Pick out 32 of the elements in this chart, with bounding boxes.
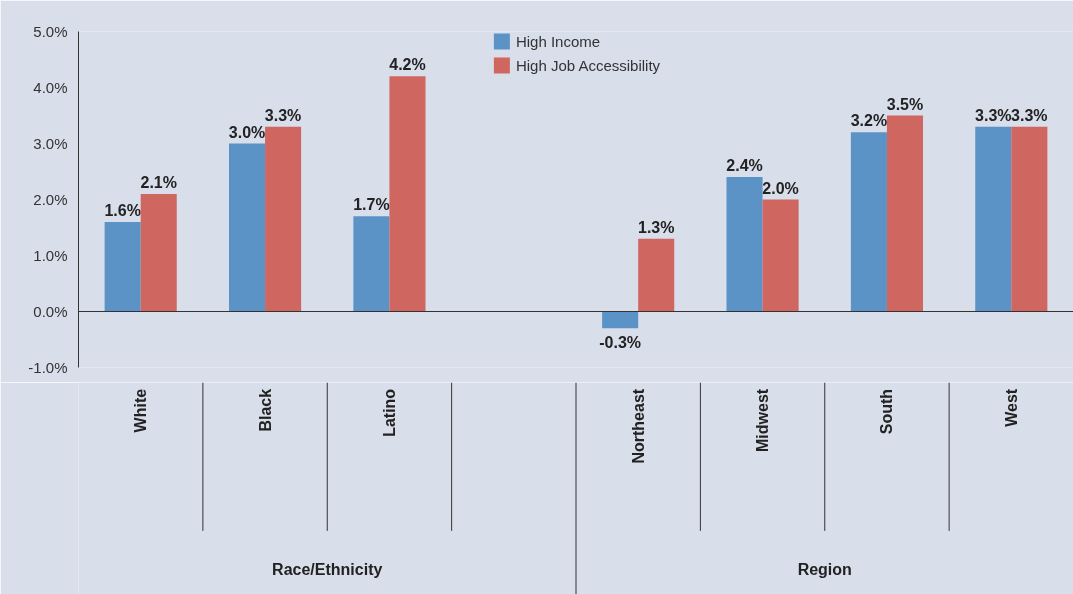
x-tick-label: South: [878, 388, 896, 435]
x-tick-label: Black: [256, 388, 274, 432]
data-label: 3.2%: [850, 112, 888, 130]
data-label: 2.1%: [140, 173, 177, 191]
y-tick-label: 0.0%: [33, 303, 68, 320]
data-label: 1.6%: [104, 201, 141, 219]
data-label: 2.4%: [726, 157, 763, 175]
y-tick-label: 3.0%: [33, 135, 68, 152]
x-tick-label: Midwest: [754, 388, 772, 452]
data-label: -0.3%: [599, 334, 642, 352]
data-label: 3.3%: [1011, 106, 1048, 124]
data-label: 1.7%: [353, 196, 390, 214]
data-label: 3.5%: [886, 95, 924, 113]
text: Race/Ethnicity: [272, 560, 383, 578]
legend-label: High Job Accessibility: [515, 56, 661, 74]
y-tick-label: 5.0%: [33, 23, 68, 40]
y-tick-label: 4.0%: [33, 79, 68, 96]
y-tick-label: -1.0%: [28, 359, 68, 376]
data-label: 1.3%: [637, 218, 675, 236]
data-label: 3.0%: [228, 123, 266, 141]
data-label: 3.3%: [264, 106, 302, 124]
x-tick-label: Latino: [380, 388, 398, 437]
text: Region: [797, 560, 852, 578]
x-tick-label: Northeast: [629, 388, 647, 464]
data-label: 2.0%: [762, 179, 799, 197]
x-tick-label: White: [132, 388, 150, 433]
x-tick-label: West: [1002, 388, 1020, 427]
y-tick-label: 1.0%: [33, 247, 68, 264]
legend-label: High Income: [515, 32, 601, 50]
data-label: 4.2%: [389, 56, 426, 74]
y-tick-label: 2.0%: [33, 191, 68, 208]
data-label: 3.3%: [975, 106, 1012, 124]
